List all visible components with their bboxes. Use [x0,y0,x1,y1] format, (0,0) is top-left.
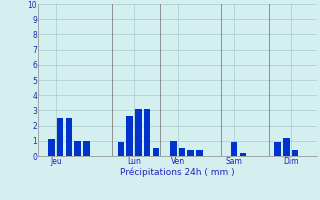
Bar [179,148,185,156]
Bar [188,150,194,156]
Bar [144,109,150,156]
Bar [283,138,290,156]
Bar [240,153,246,156]
Bar [74,141,81,156]
Bar [153,148,159,156]
Bar [292,150,298,156]
Bar [118,142,124,156]
Bar [170,141,177,156]
Bar [66,118,72,156]
Bar [57,118,63,156]
Bar [83,141,90,156]
Bar [48,139,55,156]
Bar [274,142,281,156]
Bar [135,109,142,156]
Bar [231,142,237,156]
Bar [126,116,133,156]
Bar [196,150,203,156]
X-axis label: Précipitations 24h ( mm ): Précipitations 24h ( mm ) [120,168,235,177]
